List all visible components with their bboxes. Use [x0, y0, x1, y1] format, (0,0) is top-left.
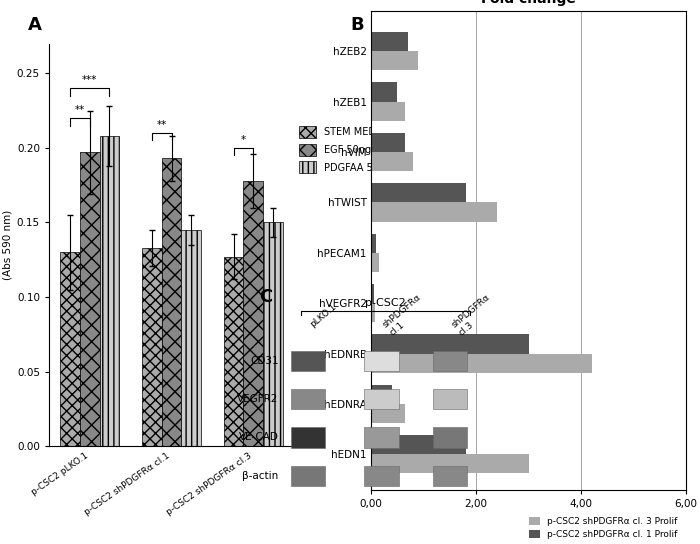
Text: **: ** [75, 105, 85, 115]
Bar [371, 202, 497, 221]
Bar [371, 133, 405, 152]
Bar [365, 427, 399, 448]
Bar [291, 466, 325, 486]
Bar [142, 248, 162, 446]
Bar [291, 427, 325, 448]
Bar [433, 389, 468, 409]
Bar [371, 83, 398, 102]
Bar [181, 230, 201, 446]
Bar [371, 233, 377, 253]
Bar [371, 385, 392, 404]
Bar [433, 350, 468, 371]
Bar [433, 466, 468, 486]
Bar [162, 158, 181, 446]
Bar [371, 404, 405, 423]
Text: VE-CAD: VE-CAD [239, 432, 279, 442]
Bar [244, 181, 263, 446]
Title: Fold change: Fold change [481, 0, 576, 5]
Bar [371, 435, 466, 454]
Bar [371, 354, 592, 373]
Bar [371, 335, 528, 354]
Text: C: C [259, 288, 272, 306]
Bar [371, 51, 419, 70]
Bar [433, 427, 468, 448]
Text: β-actin: β-actin [242, 471, 279, 481]
Bar [99, 136, 119, 446]
Text: **: ** [157, 120, 167, 130]
Bar [371, 152, 413, 171]
Bar [371, 102, 405, 121]
Y-axis label: Cell Invasion Assay
(Abs 590 nm): Cell Invasion Assay (Abs 590 nm) [0, 195, 13, 295]
Text: B: B [350, 16, 363, 34]
Bar [365, 350, 399, 371]
Bar [371, 284, 374, 303]
Text: ***: *** [82, 75, 97, 85]
Bar [371, 32, 407, 51]
Text: p-CSC2: p-CSC2 [365, 298, 405, 308]
Bar [371, 303, 375, 322]
Bar [60, 252, 80, 446]
Bar [80, 152, 99, 446]
Bar [371, 454, 528, 473]
Text: shPDGFRα
cl.1: shPDGFRα cl.1 [382, 292, 430, 337]
Legend: STEM MEDIUM, EGF 50ng/ml, PDGFAA 50ng/ml: STEM MEDIUM, EGF 50ng/ml, PDGFAA 50ng/ml [299, 126, 407, 173]
Bar [291, 389, 325, 409]
Legend: p-CSC2 shPDGFRα cl. 3 Prolif, p-CSC2 shPDGFRα cl. 1 Prolif: p-CSC2 shPDGFRα cl. 3 Prolif, p-CSC2 shP… [526, 514, 682, 542]
Bar [371, 183, 466, 202]
Text: CD31: CD31 [250, 356, 279, 366]
Text: VEGFR2: VEGFR2 [237, 394, 279, 404]
Text: pLKO.1: pLKO.1 [308, 302, 338, 329]
Bar [365, 466, 399, 486]
Bar [291, 350, 325, 371]
Bar [224, 257, 244, 446]
Text: *: * [241, 135, 246, 145]
Text: A: A [28, 16, 42, 34]
Bar [371, 253, 379, 272]
Bar [263, 222, 283, 446]
Text: shPDGFRα
cl.3: shPDGFRα cl.3 [450, 292, 498, 337]
Bar [365, 389, 399, 409]
